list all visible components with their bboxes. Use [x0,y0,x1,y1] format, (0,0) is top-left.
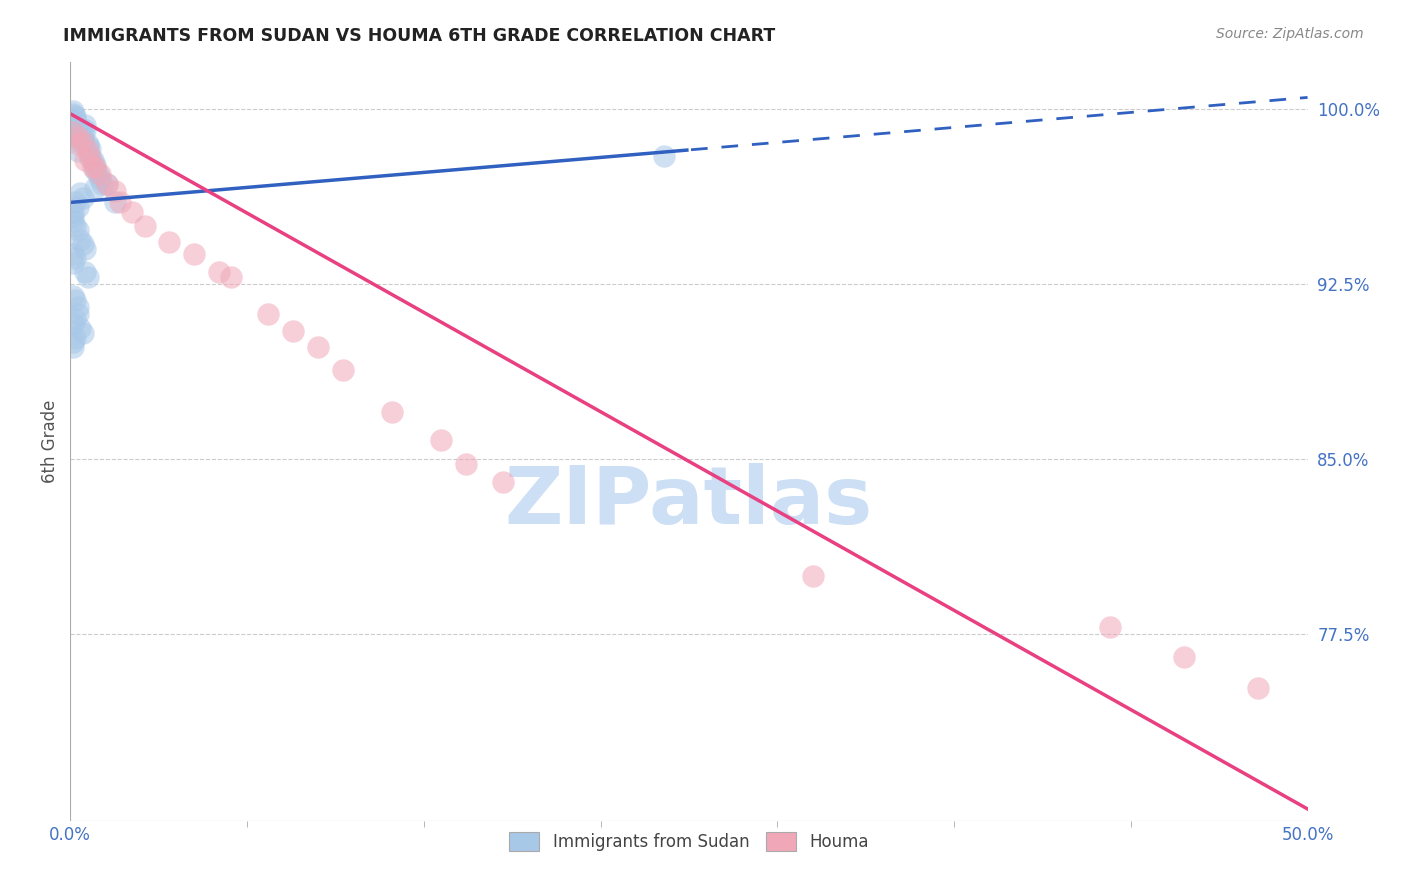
Point [62,125,84,139]
Point [69,120,91,135]
Point [281,324,304,338]
Text: ZIPatlas: ZIPatlas [505,463,873,541]
Text: Source: ZipAtlas.com: Source: ZipAtlas.com [1216,27,1364,41]
Point [219,270,242,285]
Point [65,331,87,345]
Point [75,265,97,279]
Point [69,321,91,335]
Point [66,137,89,152]
Point [76,144,98,158]
Point [62,317,84,331]
Point [104,195,127,210]
Point [82,153,104,168]
Point [801,568,824,582]
Point [332,363,354,377]
Point [108,195,131,210]
Text: IMMIGRANTS FROM SUDAN VS HOUMA 6TH GRADE CORRELATION CHART: IMMIGRANTS FROM SUDAN VS HOUMA 6TH GRADE… [63,27,776,45]
Point [72,237,94,252]
Point [66,125,89,139]
Point [72,191,94,205]
Point [62,214,84,228]
Point [72,128,94,142]
Point [75,119,97,133]
Point [381,405,404,419]
Point [1098,620,1121,634]
Point [62,289,84,303]
Point [62,256,84,270]
Point [84,181,107,195]
Point [121,204,143,219]
Point [1173,650,1195,665]
Point [456,457,478,471]
Point [96,177,118,191]
Point [72,326,94,340]
Point [66,301,89,315]
Point [65,252,87,266]
Point [183,246,205,260]
Point [84,158,107,172]
Point [69,135,91,149]
Point [96,177,118,191]
Point [62,210,84,224]
Point [157,235,180,249]
Point [89,168,111,182]
Point [86,168,108,182]
Point [82,161,104,175]
Point [76,270,98,285]
Point [72,135,94,149]
Point [66,200,89,214]
Point [65,109,87,123]
Point [66,144,89,158]
Point [104,184,127,198]
Point [62,204,84,219]
Point [76,139,98,153]
Point [1247,681,1270,695]
Point [66,130,89,145]
Point [652,149,675,163]
Point [257,307,280,321]
Point [66,130,89,145]
Legend: Immigrants from Sudan, Houma: Immigrants from Sudan, Houma [502,825,876,858]
Point [69,186,91,200]
Point [430,434,453,448]
Point [65,293,87,308]
Point [65,195,87,210]
Point [66,223,89,237]
Point [66,307,89,321]
Point [65,312,87,326]
Point [134,219,156,233]
Point [84,162,107,177]
Point [492,475,515,490]
Point [62,104,84,119]
Point [79,142,101,156]
Point [91,177,114,191]
Point [79,149,101,163]
Point [79,151,101,165]
Point [62,335,84,350]
Point [62,113,84,128]
Y-axis label: 6th Grade: 6th Grade [41,400,59,483]
Point [62,107,84,121]
Point [69,233,91,247]
Point [65,119,87,133]
Point [76,137,98,152]
Point [75,242,97,256]
Point [75,153,97,168]
Point [65,219,87,233]
Point [208,265,231,279]
Point [62,340,84,354]
Point [75,123,97,137]
Point [84,161,107,175]
Point [72,132,94,146]
Point [307,340,329,354]
Point [89,172,111,186]
Point [62,246,84,260]
Point [65,112,87,126]
